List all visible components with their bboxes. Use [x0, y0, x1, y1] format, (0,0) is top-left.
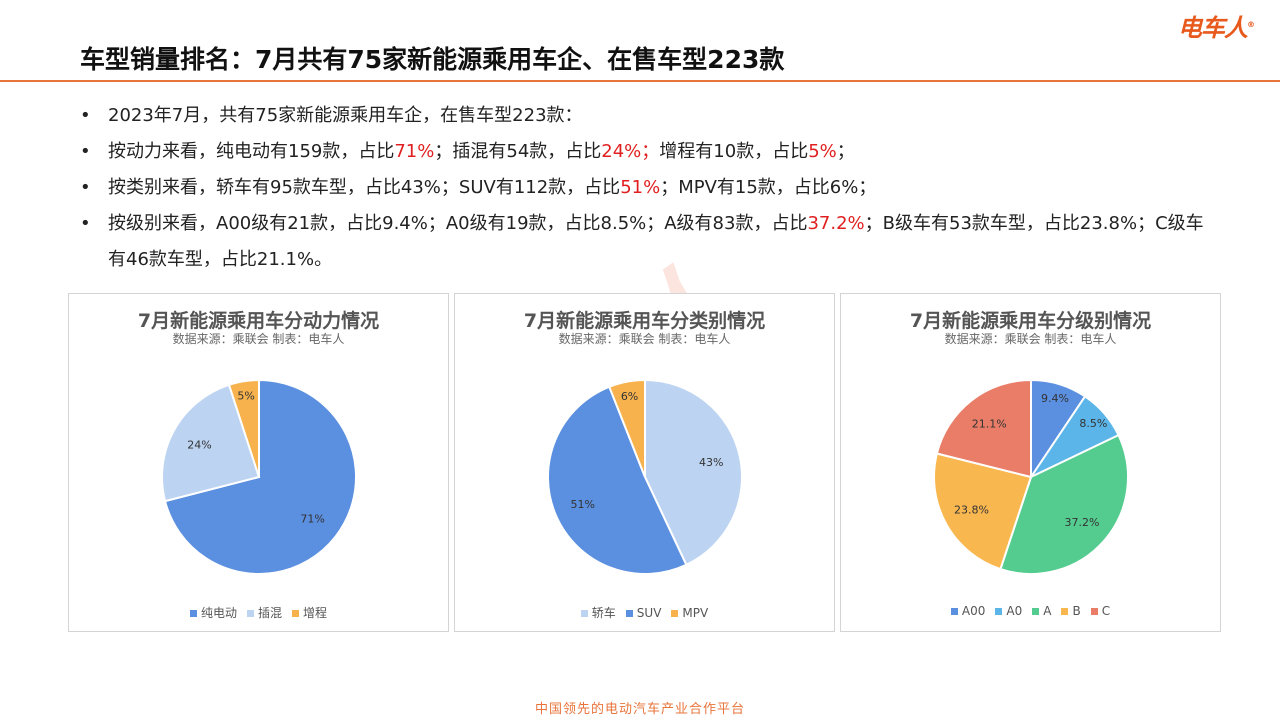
pie-slice-MPV	[607, 378, 646, 478]
chart-legend: 纯电动 插混 增程	[69, 604, 448, 621]
pie-slice-SUV	[547, 385, 688, 575]
pie-chart: 71% 24% 5%	[161, 378, 357, 575]
legend-item: 增程	[292, 606, 327, 620]
chart-category: 7月新能源乘用车分类别情况 数据来源：乘联会 制表：电车人 43% 51% 6% 轿车 SU…	[454, 293, 835, 632]
chart-legend: A00 A0 A B C	[841, 604, 1220, 618]
registered-mark: ®	[1247, 20, 1255, 29]
legend-label: 纯电动	[200, 606, 237, 620]
pie-slice-增程	[227, 378, 260, 478]
legend-label: C	[1101, 604, 1111, 618]
data-label: 6%	[621, 390, 638, 403]
highlight-value: 51%	[620, 177, 661, 198]
legend-swatch	[292, 610, 299, 617]
pie-slice-轿车	[644, 378, 743, 567]
legend-swatch	[1032, 608, 1040, 615]
title-divider	[0, 80, 1280, 82]
legend-item: 插混	[246, 606, 282, 620]
chart-power: 7月新能源乘用车分动力情况 数据来源：乘联会 制表：电车人 71% 24% 5% 纯电动 插…	[68, 293, 449, 632]
bullet-text: 按动力来看，纯电动有159款，占比	[108, 141, 395, 162]
page-title: 车型销量排名：7月共有75家新能源乘用车企、在售车型223款	[80, 45, 785, 74]
legend-item: SUV	[625, 606, 662, 620]
bullet-text: ；	[836, 141, 855, 162]
data-label: 24%	[187, 438, 211, 451]
footer-slogan: 中国领先的电动汽车产业合作平台	[534, 702, 745, 717]
bullet-item: 2023年7月，共有75家新能源乘用车企，在售车型223款：	[80, 98, 1210, 134]
legend-label: 插混	[257, 606, 282, 620]
legend-item: C	[1090, 604, 1111, 618]
bullet-text: ；B级车有53款车型，占比23.8%；C级车有46款车型，占比21.1%。	[108, 213, 1204, 270]
chart-title: 7月新能源乘用车分动力情况	[137, 310, 380, 332]
legend-swatch	[995, 608, 1003, 615]
data-label: 21.1%	[972, 417, 1007, 430]
legend-label: SUV	[636, 606, 662, 620]
legend-swatch	[1090, 608, 1098, 615]
legend-label: 增程	[303, 606, 328, 620]
highlight-value: 24%；	[601, 141, 660, 162]
chart-subtitle: 数据来源：乘联会 制表：电车人	[558, 332, 731, 346]
bullet-item: 按动力来看，纯电动有159款，占比71%；插混有54款，占比24%；增程有10款…	[80, 134, 1210, 170]
pie-chart: 43% 51% 6%	[547, 378, 743, 575]
bullet-text: ；MPV有15款，占比6%；	[660, 177, 877, 198]
data-label: 43%	[699, 456, 723, 469]
chart-subtitle: 数据来源：乘联会 制表：电车人	[172, 332, 345, 346]
chart-legend: 轿车 SUV MPV	[455, 604, 834, 621]
legend-label: A0	[1006, 604, 1023, 618]
chart-title: 7月新能源乘用车分级别情况	[909, 310, 1152, 332]
data-label: 37.2%	[1064, 516, 1099, 529]
bullet-text: 2023年7月，共有75家新能源乘用车企，在售车型223款：	[108, 105, 583, 126]
data-label: 5%	[237, 390, 254, 403]
legend-label: 轿车	[591, 606, 616, 620]
legend-item: 轿车	[580, 606, 616, 620]
logo-text: 电车人	[1178, 14, 1248, 42]
legend-label: MPV	[682, 606, 709, 620]
data-label: 8.5%	[1079, 417, 1107, 430]
pie-slice-C	[935, 378, 1032, 479]
legend-item: A00	[950, 604, 986, 618]
legend-swatch	[1061, 608, 1069, 615]
data-label: 23.8%	[954, 504, 989, 517]
pie-slice-B	[933, 452, 1033, 571]
bullet-item: 按类别来看，轿车有95款车型，占比43%；SUV有112款，占比51%；MPV有…	[80, 170, 1210, 206]
data-label: 9.4%	[1041, 392, 1069, 405]
legend-label: A00	[961, 604, 986, 618]
legend-item: B	[1061, 604, 1081, 618]
legend-swatch	[189, 610, 197, 617]
legend-item: A0	[995, 604, 1022, 618]
highlight-value: 5%	[808, 141, 837, 162]
pie-slice-纯电动	[163, 378, 357, 575]
legend-swatch	[950, 608, 958, 615]
bullet-text: 增程有10款，占比	[659, 141, 809, 162]
highlight-value: 71%	[394, 141, 435, 162]
bullet-text: 按级别来看，A00级有21款，占比9.4%；A0级有19款，占比8.5%；A级有…	[108, 213, 808, 234]
data-label: 71%	[300, 513, 324, 526]
data-label: 51%	[570, 498, 594, 511]
legend-item: 纯电动	[189, 606, 237, 620]
chart-level: 7月新能源乘用车分级别情况 数据来源：乘联会 制表：电车人 9.4% 8.5% 37.2…	[840, 293, 1221, 632]
legend-swatch	[246, 610, 254, 617]
chart-title: 7月新能源乘用车分类别情况	[523, 310, 766, 332]
bullet-text: ；插混有54款，占比	[434, 141, 602, 162]
legend-swatch	[580, 610, 588, 617]
brand-logo: 电车人®	[1178, 8, 1255, 43]
bullet-list: 2023年7月，共有75家新能源乘用车企，在售车型223款： 按动力来看，纯电动有…	[80, 98, 1210, 278]
legend-item: MPV	[671, 606, 708, 620]
pie-chart: 9.4% 8.5% 37.2% 23.8% 21.1%	[933, 378, 1129, 575]
pie-slice-A	[999, 433, 1129, 575]
highlight-value: 37.2%	[807, 213, 865, 234]
legend-label: A	[1043, 604, 1052, 618]
legend-item: A	[1032, 604, 1051, 618]
chart-subtitle: 数据来源：乘联会 制表：电车人	[944, 332, 1117, 346]
legend-label: B	[1072, 604, 1081, 618]
bullet-text: 按类别来看，轿车有95款车型，占比43%；SUV有112款，占比	[108, 177, 621, 198]
legend-swatch	[671, 610, 679, 617]
bullet-item: 按级别来看，A00级有21款，占比9.4%；A0级有19款，占比8.5%；A级有…	[80, 206, 1210, 278]
pie-slice-插混	[161, 383, 261, 503]
legend-swatch	[625, 610, 633, 617]
